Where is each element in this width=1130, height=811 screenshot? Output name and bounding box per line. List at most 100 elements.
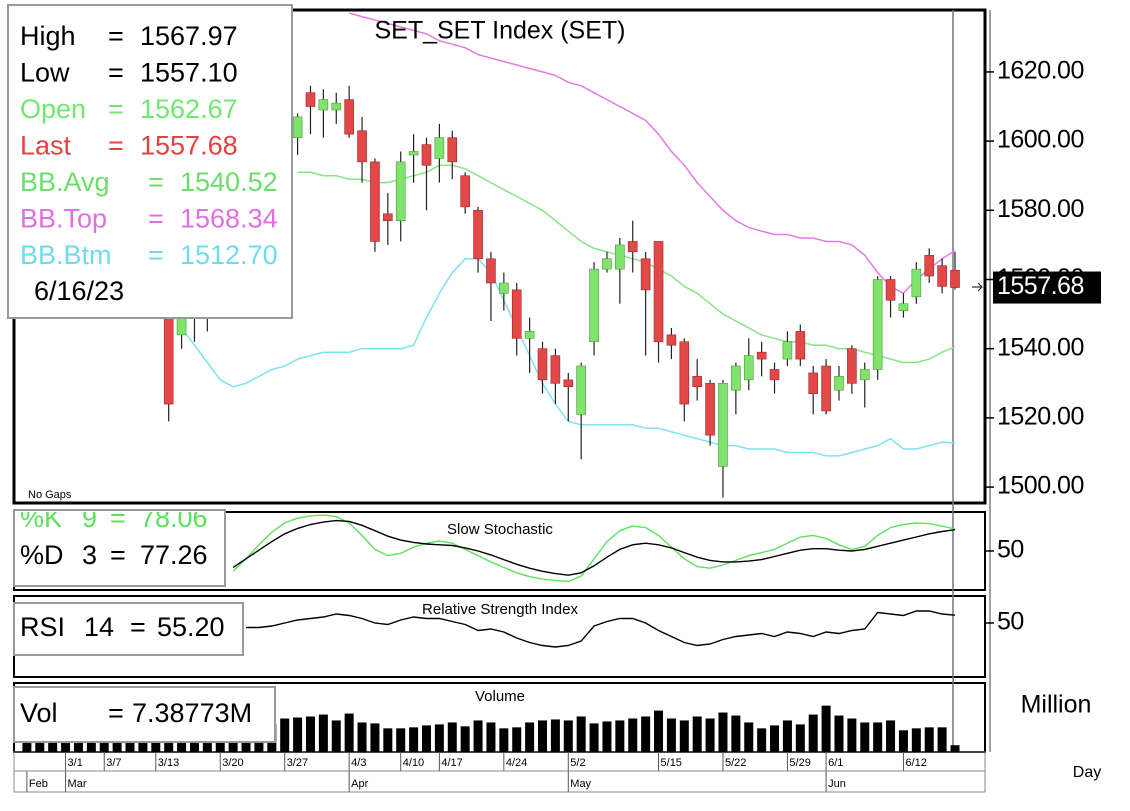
candle-body [885,279,896,301]
y-tick-label: 1520.00 [997,403,1084,431]
volume-bar [293,717,303,752]
volume-bar [550,719,560,752]
candle-body [344,99,354,135]
indicator-value: 55.20 [157,612,225,642]
volume-bar [808,714,818,752]
candle-body [486,258,496,284]
x-tick-label: 4/3 [351,757,366,769]
info-box [7,4,293,319]
candle-body [705,382,715,436]
candle-body [937,265,947,287]
volume-axis-label: Million [1021,691,1092,719]
candle-body [395,161,406,221]
x-tick-label: 5/2 [570,757,585,769]
volume-bar [821,705,831,752]
x-tick-label: 3/27 [287,757,308,769]
indicator-sep: = [110,503,126,533]
volume-bar [434,724,444,752]
volume-bar [654,710,664,752]
candle-body [782,341,793,360]
candle-body [743,355,754,381]
y-tick-label: 1580.00 [997,195,1084,223]
note: No Gaps [28,489,72,501]
volume-bar [563,720,573,752]
candle-body [718,382,728,467]
candle-body [795,331,806,360]
candle-body [692,376,702,388]
candle-body [370,161,380,242]
volume-bar [679,720,689,752]
candle-body [318,99,329,111]
candle-body [756,351,767,360]
candle-body [679,341,690,405]
volume-bar [705,718,715,752]
y-tick-label: 1540.00 [997,333,1084,361]
candle-body [859,369,870,381]
candle-body [640,258,651,291]
volume-bar [847,718,857,752]
candle-body [408,151,419,156]
rsi-box [13,602,244,656]
x-tick-label: 4/17 [441,757,462,769]
price-tag [993,271,1101,304]
bollinger-band [349,12,956,295]
volume-bar [731,715,741,752]
rsi-plot [246,610,956,648]
candle-body [524,331,535,339]
indicator-line [232,514,956,583]
candle-body [331,102,342,111]
x-tick-label: 3/7 [106,757,121,769]
x-tick-label: 3/1 [68,757,83,769]
indicator-param: 14 [84,612,114,642]
volume-bar [460,726,470,752]
volume-bar [602,721,612,752]
candle-body [383,213,393,221]
volume-bar [280,718,290,752]
candle-body [602,258,612,270]
info-sep: = [108,21,124,51]
volume-bar [486,722,496,752]
volume-bar [924,727,934,752]
candle-body [511,289,522,339]
volume-bar [886,720,896,752]
info-label: Last [20,131,72,161]
x-axis-label: Day [1073,764,1101,781]
volume-bar [782,720,792,752]
panel-title: Slow Stochastic [447,521,553,538]
indicator-name: %K [20,503,62,533]
info-sep: = [108,58,124,88]
indicator-sep: = [108,698,124,728]
volume-bar [937,727,947,752]
info-boxes: High = 1567.97 Low = 1557.10 Open = 1562.67 Last =… [7,4,293,743]
indicator-line [246,610,956,648]
volume-bar [318,714,328,752]
indicator-line [232,519,956,576]
volume-bar [576,716,586,752]
candle-body [537,348,548,381]
stochastic-box [13,509,226,587]
indicator-param: 3 [82,540,97,570]
month-label: May [570,778,591,790]
indicator-name: Vol [20,698,58,728]
y-tick-label: 50 [997,608,1024,636]
candle-body [821,365,831,412]
x-tick-label: 6/12 [905,757,926,769]
info-sep: = [148,240,164,270]
chart-title: SET_SET Index (SET) [374,17,625,45]
volume-bar [447,722,457,752]
price-pointer [972,282,983,292]
panel-title: Relative Strength Index [422,601,578,618]
volume-bar [421,725,431,752]
volume-bar [873,722,883,752]
indicator-sep: = [110,540,126,570]
volume-bar [666,718,676,752]
candle-body [292,116,303,138]
info-value: 1568.34 [180,204,278,234]
candle-body [563,379,574,388]
candle-body [898,303,909,311]
volume-bar [589,723,599,752]
candle-body [769,369,780,381]
volume-bar [692,716,702,752]
